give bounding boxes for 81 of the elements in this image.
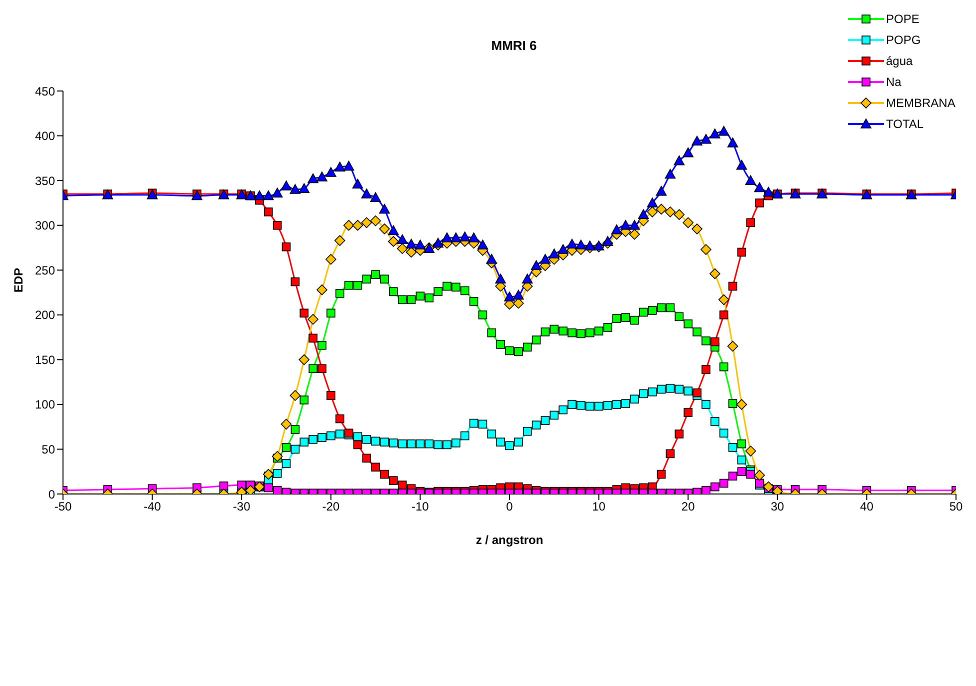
point	[612, 314, 622, 323]
point	[442, 282, 452, 291]
point	[728, 399, 738, 408]
y-tick-label: 300	[34, 218, 56, 233]
point	[621, 313, 630, 322]
point	[540, 328, 550, 336]
legend-label: Na	[886, 74, 902, 88]
point	[416, 292, 425, 300]
point	[532, 336, 541, 344]
legend-label: TOTAL	[886, 116, 924, 130]
point	[630, 316, 639, 325]
y-tick-label: 0	[48, 487, 56, 502]
point	[300, 396, 309, 404]
point	[639, 308, 648, 317]
point	[656, 303, 666, 312]
x-tick-label: 50	[949, 500, 963, 514]
point	[452, 282, 460, 292]
x-tick-label: 10	[592, 500, 606, 514]
point	[522, 342, 532, 352]
point	[318, 340, 326, 350]
point	[550, 324, 559, 334]
x-tick-label: 20	[681, 500, 696, 514]
point	[362, 274, 372, 284]
point	[478, 310, 488, 320]
point	[496, 340, 505, 349]
point	[290, 425, 300, 434]
point	[424, 293, 434, 302]
point	[684, 319, 692, 328]
x-tick-label: -10	[412, 500, 430, 514]
x-tick-label: -50	[54, 500, 72, 514]
legend-label: POPG	[886, 32, 921, 46]
point	[406, 295, 416, 304]
point	[308, 364, 318, 374]
x-tick-label: 30	[770, 500, 784, 514]
x-tick-label: -40	[144, 500, 162, 514]
point	[692, 328, 702, 336]
point	[568, 328, 576, 338]
point	[576, 329, 586, 338]
point	[353, 280, 362, 290]
y-tick-label: 400	[34, 129, 56, 144]
point	[514, 347, 523, 356]
legend-label: MEMBRANA	[886, 96, 956, 110]
point	[505, 346, 514, 356]
point	[371, 270, 380, 279]
y-tick-label: 100	[34, 398, 56, 412]
y-tick-label: 50	[42, 442, 56, 456]
legend-label: água	[886, 54, 913, 68]
legend-label: POPE	[886, 12, 920, 26]
point	[487, 328, 496, 338]
chart-title: MMRI 6	[491, 38, 537, 53]
point	[674, 312, 684, 322]
point	[719, 362, 728, 372]
point	[398, 295, 407, 304]
point	[434, 287, 442, 296]
point	[469, 297, 478, 306]
y-tick-label: 350	[34, 174, 56, 188]
point	[460, 286, 470, 296]
point	[702, 336, 710, 346]
point	[326, 308, 336, 318]
y-tick-label: 150	[34, 352, 56, 367]
y-axis-title: EDP	[11, 268, 26, 292]
point	[594, 326, 604, 336]
point	[585, 328, 594, 338]
x-tick-label: -20	[322, 500, 340, 514]
point	[282, 443, 291, 452]
x-tick-label: 40	[860, 500, 874, 514]
y-tick-label: 200	[34, 308, 56, 322]
x-tick-label: 0	[506, 500, 514, 514]
point	[603, 323, 612, 332]
y-tick-label: 450	[34, 84, 56, 98]
point	[737, 439, 746, 448]
x-axis-title: z / angstron	[476, 533, 544, 547]
point	[335, 288, 344, 298]
y-tick-label: 250	[34, 263, 56, 278]
point	[666, 303, 675, 312]
point	[380, 274, 389, 284]
point	[648, 306, 657, 315]
x-tick-label: -30	[232, 500, 251, 514]
point	[344, 280, 354, 290]
point	[389, 287, 398, 296]
point	[558, 326, 568, 336]
